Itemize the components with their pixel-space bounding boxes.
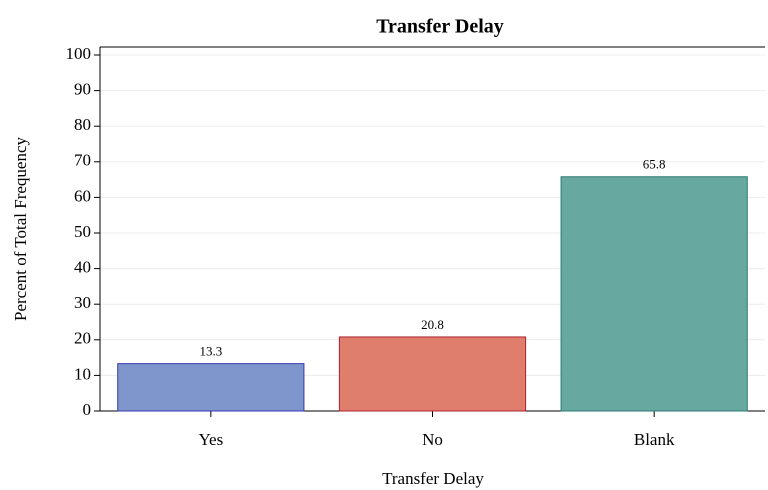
value-label: 13.3 [199,344,222,359]
bar [117,363,305,412]
y-tick-label: 100 [66,44,92,63]
y-tick-label: 20 [74,329,91,348]
y-tick-label: 80 [74,115,91,134]
value-label: 20.8 [421,317,444,332]
bar [560,176,748,412]
x-tick-label: Blank [634,430,675,449]
bar [338,336,527,412]
chart-title: Transfer Delay [376,16,504,38]
x-axis-label: Transfer Delay [382,469,484,488]
y-tick-label: 40 [74,258,91,277]
y-tick-label: 70 [74,151,91,170]
y-tick-label: 60 [74,186,91,205]
y-tick-label: 50 [74,222,91,241]
y-axis-label: Percent of Total Frequency [11,136,30,321]
x-tick-label: No [422,430,443,449]
y-tick-label: 0 [83,400,92,419]
x-tick-label: Yes [198,430,223,449]
y-tick-label: 90 [74,80,91,99]
value-label: 65.8 [643,157,666,172]
y-tick-label: 30 [74,293,91,312]
y-tick-label: 10 [74,364,91,383]
